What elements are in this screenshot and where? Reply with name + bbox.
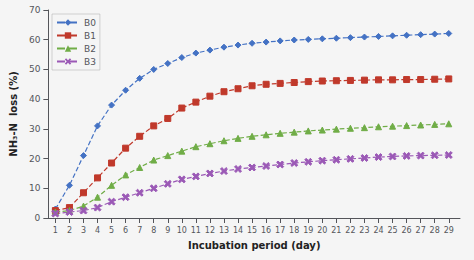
svg-text:2: 2 <box>67 226 72 235</box>
svg-text:23: 23 <box>359 226 369 235</box>
svg-text:19: 19 <box>303 226 313 235</box>
svg-text:9: 9 <box>165 226 170 235</box>
svg-text:24: 24 <box>373 226 383 235</box>
svg-text:60: 60 <box>29 35 41 45</box>
svg-text:Incubation period (day): Incubation period (day) <box>188 240 321 251</box>
svg-text:25: 25 <box>387 226 397 235</box>
svg-text:1: 1 <box>53 226 58 235</box>
svg-text:70: 70 <box>29 5 41 15</box>
svg-text:14: 14 <box>233 226 243 235</box>
svg-text:B0: B0 <box>84 18 96 28</box>
svg-text:27: 27 <box>416 226 426 235</box>
svg-text:13: 13 <box>219 226 229 235</box>
svg-text:B1: B1 <box>84 31 96 41</box>
svg-text:6: 6 <box>123 226 128 235</box>
svg-text:26: 26 <box>402 226 412 235</box>
svg-text:22: 22 <box>345 226 355 235</box>
svg-text:7: 7 <box>137 226 142 235</box>
svg-text:30: 30 <box>29 124 41 134</box>
svg-text:16: 16 <box>261 226 271 235</box>
svg-text:20: 20 <box>317 226 327 235</box>
svg-text:B2: B2 <box>84 44 96 54</box>
svg-text:8: 8 <box>151 226 156 235</box>
svg-text:11: 11 <box>191 226 201 235</box>
svg-text:18: 18 <box>289 226 299 235</box>
svg-text:10: 10 <box>177 226 187 235</box>
svg-text:20: 20 <box>29 154 41 164</box>
svg-text:15: 15 <box>247 226 257 235</box>
svg-text:5: 5 <box>109 226 114 235</box>
svg-text:3: 3 <box>81 226 86 235</box>
svg-text:40: 40 <box>29 94 41 104</box>
svg-text:29: 29 <box>444 226 454 235</box>
svg-text:50: 50 <box>29 64 41 74</box>
svg-text:NH₃-N loss (%): NH₃-N loss (%) <box>8 71 19 156</box>
svg-text:17: 17 <box>275 226 285 235</box>
svg-text:12: 12 <box>205 226 215 235</box>
svg-text:21: 21 <box>331 226 341 235</box>
svg-text:10: 10 <box>29 183 41 193</box>
svg-text:0: 0 <box>35 213 41 223</box>
svg-text:4: 4 <box>95 226 100 235</box>
svg-text:B3: B3 <box>84 57 96 67</box>
svg-text:28: 28 <box>430 226 440 235</box>
